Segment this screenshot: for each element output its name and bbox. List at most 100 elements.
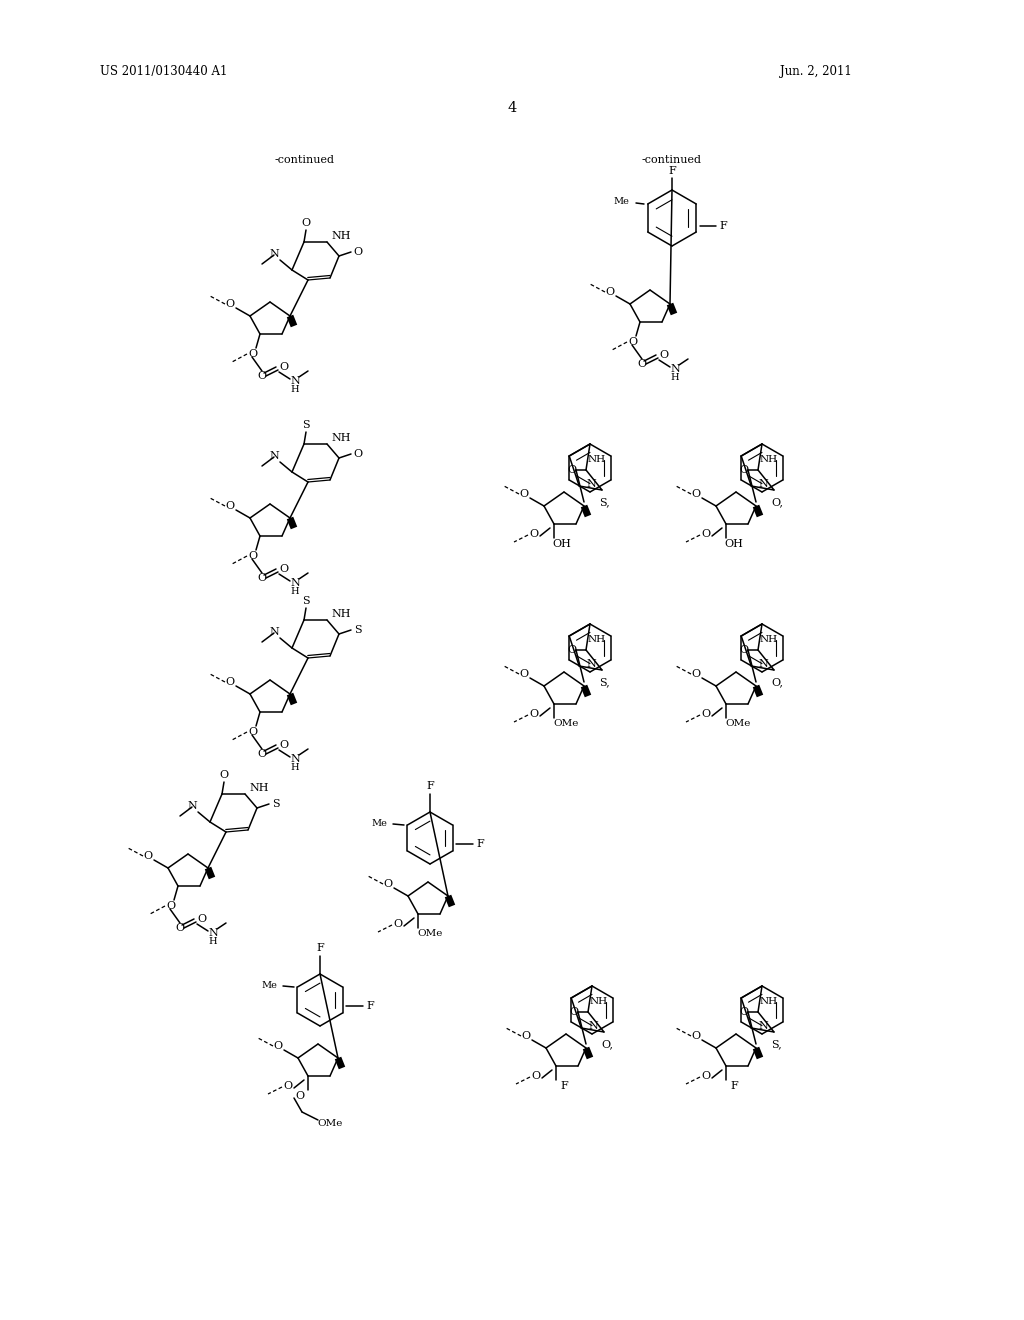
Text: F: F [719,220,727,231]
Text: NH: NH [588,455,606,465]
Text: NH: NH [331,433,351,444]
Text: S: S [354,624,361,635]
Text: O: O [393,919,402,929]
Text: O: O [739,645,749,655]
Text: N: N [208,928,218,939]
Text: NH: NH [760,998,778,1006]
Text: OH: OH [725,539,743,549]
Text: O: O [167,902,175,911]
Text: O: O [280,362,289,372]
Text: O: O [569,1007,579,1016]
Text: N: N [290,376,300,385]
Text: N: N [670,364,680,374]
Text: OMe: OMe [418,929,442,939]
Text: F: F [316,942,324,953]
Text: O: O [701,709,711,719]
Text: O: O [225,300,234,309]
Text: OMe: OMe [317,1119,343,1129]
Text: F: F [426,781,434,791]
Text: O: O [353,247,362,257]
Text: N: N [269,627,279,638]
Text: -continued: -continued [275,154,335,165]
Text: F: F [476,840,484,849]
Text: N: N [759,659,768,669]
Text: O: O [225,677,234,686]
Text: O,: O, [771,677,783,686]
Text: O: O [257,573,266,583]
Text: N: N [589,1020,598,1031]
Text: O: O [257,748,266,759]
Text: O: O [529,529,539,539]
Text: S,: S, [600,498,610,507]
Text: O: O [353,449,362,459]
Text: N: N [587,479,596,488]
Text: O: O [219,770,228,780]
Text: O: O [257,371,266,381]
Text: O: O [739,1007,749,1016]
Text: O: O [629,337,638,347]
Text: O: O [701,529,711,539]
Text: O: O [284,1081,293,1092]
Text: N: N [269,249,279,259]
Text: O: O [691,488,700,499]
Text: Jun. 2, 2011: Jun. 2, 2011 [780,66,852,78]
Text: O: O [691,1031,700,1041]
Text: H: H [291,763,299,771]
Text: Me: Me [371,818,387,828]
Text: NH: NH [588,635,606,644]
Text: N: N [587,659,596,669]
Text: O: O [280,564,289,574]
Text: OMe: OMe [553,719,579,729]
Text: H: H [671,372,679,381]
Text: F: F [668,166,676,176]
Text: S: S [302,420,310,430]
Text: O: O [739,465,749,475]
Text: NH: NH [760,455,778,465]
Text: O: O [605,286,614,297]
Text: NH: NH [760,635,778,644]
Text: O: O [296,1092,304,1101]
Text: O: O [567,465,577,475]
Text: O: O [273,1041,283,1051]
Text: NH: NH [590,998,608,1006]
Text: OH: OH [553,539,571,549]
Text: O: O [567,645,577,655]
Text: O: O [637,359,646,370]
Text: N: N [187,801,197,810]
Text: N: N [759,479,768,488]
Text: O: O [519,488,528,499]
Text: OMe: OMe [725,719,751,729]
Text: O: O [280,741,289,750]
Text: O: O [225,502,234,511]
Text: O,: O, [601,1039,613,1049]
Text: NH: NH [331,609,351,619]
Text: H: H [291,586,299,595]
Text: -continued: -continued [642,154,702,165]
Text: S,: S, [600,677,610,686]
Text: O: O [701,1071,711,1081]
Text: O: O [519,669,528,678]
Text: H: H [209,936,217,945]
Text: O,: O, [771,498,783,507]
Text: O: O [521,1031,530,1041]
Text: O: O [301,218,310,228]
Text: O: O [529,709,539,719]
Text: O: O [249,348,258,359]
Text: Me: Me [613,198,629,206]
Text: O: O [691,669,700,678]
Text: 4: 4 [507,102,517,115]
Text: S: S [302,597,310,606]
Text: O: O [531,1071,541,1081]
Text: O: O [249,550,258,561]
Text: NH: NH [331,231,351,242]
Text: Me: Me [261,981,278,990]
Text: F: F [367,1001,374,1011]
Text: US 2011/0130440 A1: US 2011/0130440 A1 [100,66,227,78]
Text: N: N [290,754,300,764]
Text: N: N [759,1020,768,1031]
Text: NH: NH [249,783,268,793]
Text: O: O [249,727,258,737]
Text: O: O [383,879,392,888]
Text: O: O [175,923,184,933]
Text: N: N [290,578,300,587]
